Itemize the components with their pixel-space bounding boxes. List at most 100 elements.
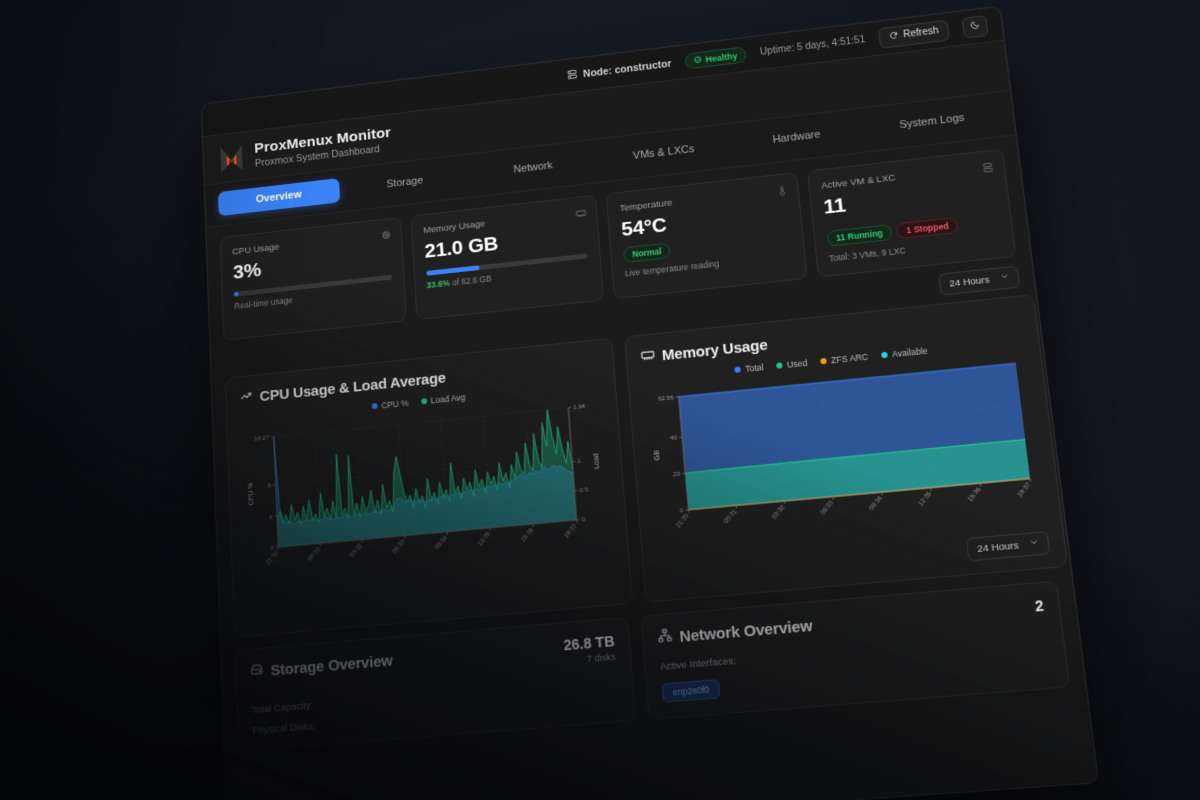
network-summary: 2	[1034, 597, 1045, 615]
stat-card-memory-usage: Memory Usage 21.0 GB 33.6% of 62.6 GB	[410, 194, 605, 321]
chart-title: Memory Usage	[661, 336, 769, 364]
memory-stick-icon	[575, 205, 587, 223]
chevron-down-icon	[999, 271, 1010, 284]
legend-item-load: Load Avg	[420, 392, 466, 406]
svg-text:03:32: 03:32	[771, 504, 787, 521]
tab-storage[interactable]: Storage	[386, 174, 424, 191]
badge-running: 11 Running	[826, 224, 893, 247]
tab-network[interactable]: Network	[513, 159, 553, 176]
legend-item-zfs-arc: ZFS ARC	[820, 351, 869, 367]
hard-drive-icon	[250, 662, 264, 682]
svg-text:06:33: 06:33	[820, 500, 836, 517]
network-nodes-icon	[657, 628, 673, 648]
refresh-icon	[889, 30, 899, 42]
svg-text:00:31: 00:31	[723, 508, 739, 525]
time-range-select[interactable]: 24 Hours	[938, 265, 1021, 296]
legend-label: ZFS ARC	[830, 351, 869, 366]
thermometer-icon	[775, 183, 788, 202]
stat-footnote: 33.6% of 62.6 GB	[426, 263, 589, 291]
network-interface-count: 2	[1033, 596, 1045, 615]
stat-card-cpu-usage: CPU Usage 3% Real-time usage	[219, 216, 407, 341]
storage-summary: 26.8 TB 7 disks	[563, 633, 616, 666]
network-interface-badge: enp2s0f0	[661, 679, 721, 703]
panel-cpu-load-chart: CPU Usage & Load Average CPU % Load Avg …	[224, 337, 634, 638]
legend-label: Used	[786, 357, 808, 370]
memory-stick-icon	[640, 347, 656, 366]
legend-item-cpu: CPU %	[371, 397, 409, 411]
svg-text:8: 8	[268, 483, 272, 489]
svg-text:1: 1	[577, 459, 582, 466]
theme-toggle-button[interactable]	[961, 14, 989, 39]
chevron-down-icon	[1029, 537, 1040, 551]
time-range-value-2: 24 Hours	[976, 539, 1020, 555]
storage-capacity: 26.8 TB	[562, 632, 616, 654]
server-stack-icon	[981, 160, 995, 179]
svg-text:09:34: 09:34	[869, 495, 885, 512]
legend-label: Load Avg	[430, 392, 466, 406]
proxmenux-dashboard-window: Node: constructor Healthy Uptime: 5 days…	[200, 5, 1100, 800]
badge-stopped: 1 Stopped	[896, 216, 959, 240]
svg-text:15:36: 15:36	[520, 527, 535, 544]
refresh-button[interactable]: Refresh	[878, 19, 950, 49]
stat-card-temperature: Temperature 54°C Normal Live temperature…	[605, 172, 808, 300]
svg-text:09:34: 09:34	[434, 535, 449, 552]
trending-up-icon	[239, 388, 253, 407]
check-circle-icon	[693, 55, 702, 65]
legend-item-available: Available	[881, 346, 928, 361]
svg-text:18:37: 18:37	[564, 523, 579, 540]
tab-overview[interactable]: Overview	[217, 178, 341, 217]
storage-title: Storage Overview	[270, 651, 394, 680]
svg-text:14.27: 14.27	[254, 435, 270, 442]
svg-text:0.5: 0.5	[579, 487, 589, 494]
health-label: Healthy	[705, 50, 738, 64]
svg-text:12:35: 12:35	[477, 531, 492, 548]
panel-memory-chart: Memory Usage Total Used ZFS ARC Availabl…	[624, 294, 1069, 603]
status-badge-healthy: Healthy	[684, 46, 748, 70]
storage-title-row: Storage Overview	[250, 651, 393, 681]
svg-text:0: 0	[680, 508, 685, 515]
cpu-chip-icon	[380, 227, 391, 245]
legend-label: Total	[744, 362, 765, 374]
svg-text:18:37: 18:37	[1017, 482, 1033, 499]
svg-text:0: 0	[270, 545, 274, 551]
svg-text:CPU %: CPU %	[248, 482, 256, 505]
network-title: Network Overview	[678, 616, 814, 646]
memory-percent: 33.6%	[426, 278, 451, 291]
legend-item-total: Total	[734, 362, 765, 375]
time-range-select-2[interactable]: 24 Hours	[966, 531, 1051, 562]
time-range-value: 24 Hours	[948, 274, 991, 290]
svg-text:03:32: 03:32	[349, 542, 364, 558]
stat-card-active-vm-lxc: Active VM & LXC 11 11 Running 1 Stopped …	[806, 148, 1017, 278]
svg-text:12:35: 12:35	[918, 491, 934, 508]
server-icon	[566, 68, 578, 82]
memory-chart-canvas: 0 20 40 62.56 GB 21:30 00:31 03:32 06:33 09:34 12:…	[654, 354, 1033, 530]
memory-total: of 62.6 GB	[449, 273, 492, 288]
temperature-status-badge: Normal	[622, 242, 672, 263]
uptime-label: Uptime: 5 days, 4:51:51	[759, 34, 866, 58]
stat-footnote: Real-time usage	[234, 295, 293, 311]
svg-text:00:31: 00:31	[307, 546, 322, 562]
proxmenux-m-logo-icon	[218, 143, 245, 173]
refresh-label: Refresh	[902, 25, 940, 41]
tab-system-logs[interactable]: System Logs	[898, 112, 966, 132]
tab-vms-lxcs[interactable]: VMs & LXCs	[632, 143, 695, 162]
legend-label: CPU %	[381, 397, 409, 411]
legend-label: Available	[891, 345, 929, 360]
tab-hardware[interactable]: Hardware	[772, 128, 822, 146]
storage-disk-count: 7 disks	[586, 651, 617, 665]
svg-text:21:30: 21:30	[265, 550, 280, 566]
legend-item-used: Used	[776, 358, 808, 371]
svg-text:40: 40	[670, 435, 678, 442]
svg-text:0: 0	[582, 517, 587, 524]
svg-text:GB: GB	[654, 449, 662, 460]
svg-text:21:30: 21:30	[675, 513, 690, 530]
svg-text:Load: Load	[593, 453, 601, 469]
svg-text:4: 4	[269, 514, 273, 520]
cpu-chart-canvas: 0 4 8 14.27 CPU % 21:30 00:31 03:32 06:33 09:34 12…	[248, 404, 602, 567]
panel-storage-overview: Storage Overview 26.8 TB 7 disks Total C…	[234, 616, 637, 752]
dashboard-body: CPU Usage 3% Real-time usage Memory Usag…	[206, 135, 1088, 770]
node-indicator: Node: constructor	[566, 57, 672, 83]
svg-text:15:36: 15:36	[967, 486, 983, 503]
panel-network-overview: Network Overview 2 Active Interfaces: en…	[640, 580, 1071, 720]
